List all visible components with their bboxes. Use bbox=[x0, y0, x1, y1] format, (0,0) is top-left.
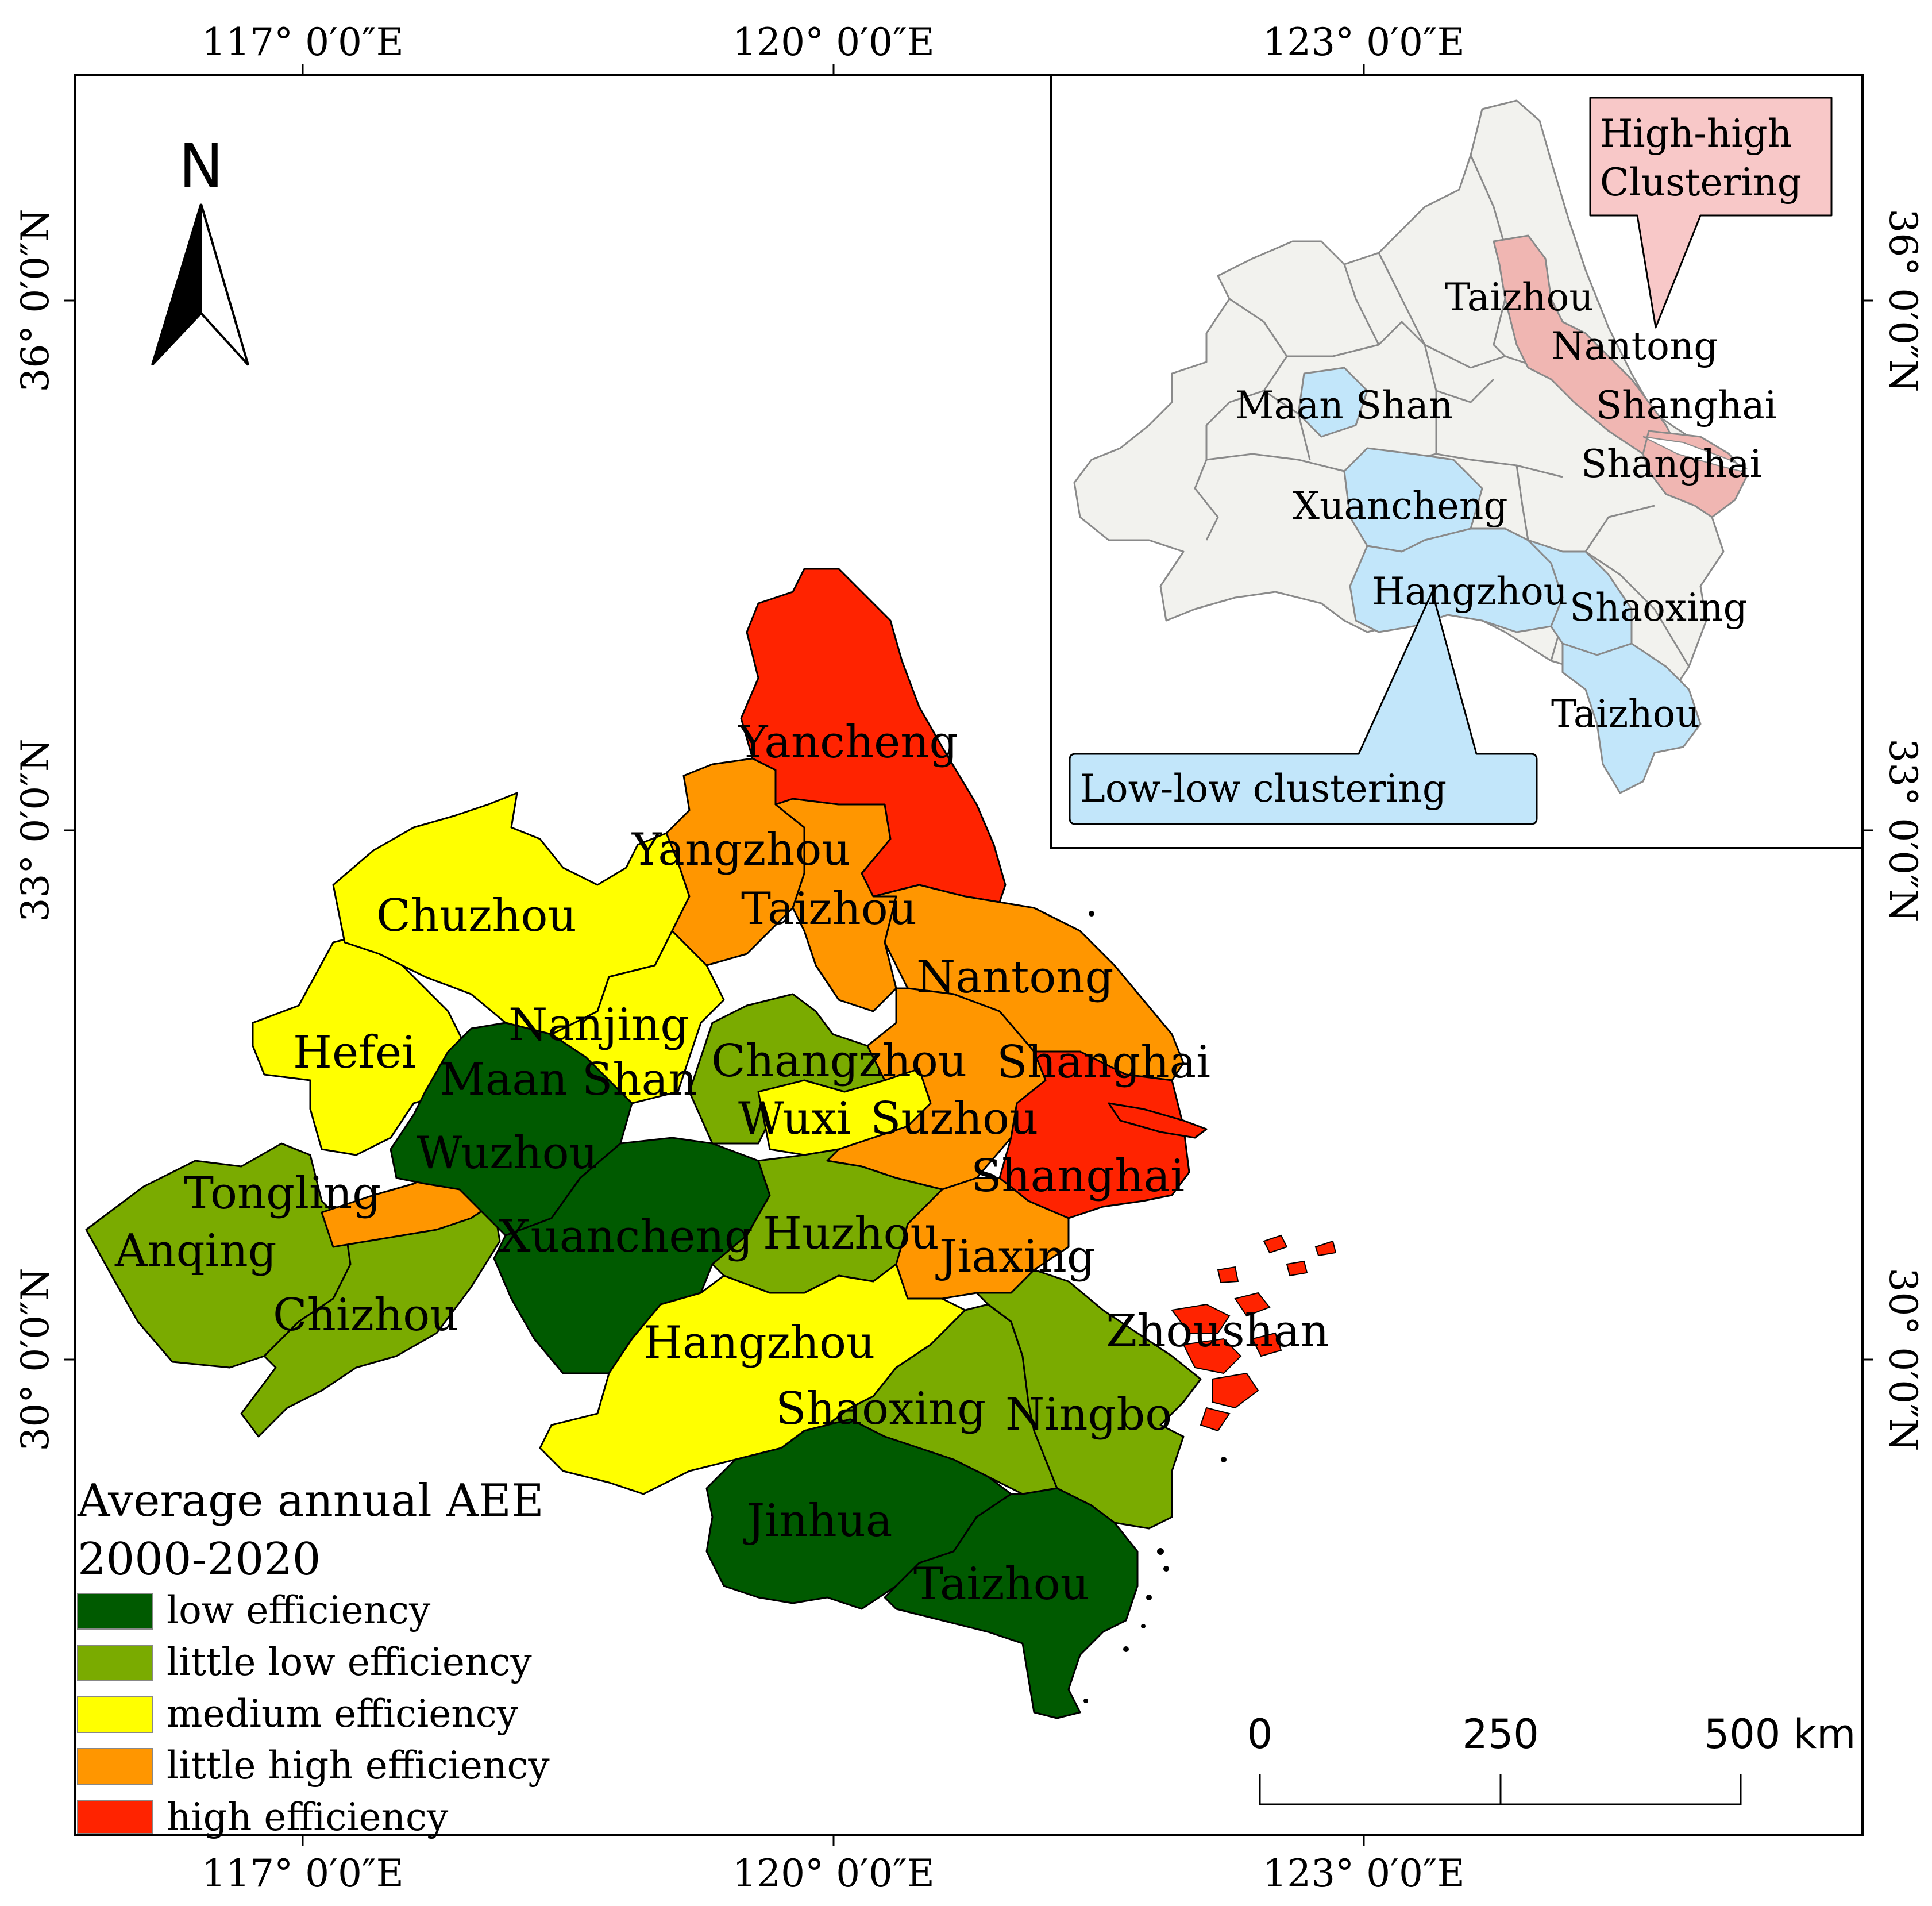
city-label-hefei: Hefei bbox=[293, 1027, 416, 1079]
legend: Average annual AEE 2000-2020 low efficie… bbox=[77, 1475, 550, 1839]
city-label-ningbo: Ningbo bbox=[1005, 1389, 1172, 1441]
city-label-jinhua: Jinhua bbox=[743, 1495, 892, 1547]
inset-label-shanghai-1: Shanghai bbox=[1596, 383, 1777, 428]
legend-label-low: low efficiency bbox=[167, 1588, 431, 1632]
city-label-tongling: Tongling bbox=[184, 1168, 381, 1219]
city-label-maanshan: Maan Shan bbox=[439, 1054, 697, 1106]
lon-label-bottom-123: 123° 0′0″E bbox=[1263, 1851, 1465, 1896]
city-label-wuzhou: Wuzhou bbox=[417, 1127, 598, 1179]
inset-label-hangzhou: Hangzhou bbox=[1372, 569, 1568, 614]
city-label-shanghai-1: Shanghai bbox=[997, 1037, 1210, 1088]
legend-label-little-low: little low efficiency bbox=[167, 1640, 532, 1684]
coastal-islets bbox=[1083, 911, 1227, 1703]
city-label-huzhou: Huzhou bbox=[763, 1208, 939, 1260]
city-label-shaoxing: Shaoxing bbox=[776, 1383, 986, 1435]
graticule-ticks bbox=[64, 64, 1873, 1846]
inset-low-low-maanshan bbox=[1297, 367, 1368, 438]
region-shanghai[interactable] bbox=[998, 1050, 1190, 1219]
region-taizhou-zj[interactable] bbox=[884, 1487, 1139, 1719]
lat-label-left-30: 30° 0′0″N bbox=[13, 1268, 57, 1451]
lat-label-left-33: 33° 0′0″N bbox=[13, 738, 57, 922]
low-low-callout: Low-low clustering bbox=[1069, 591, 1538, 825]
legend-label-high: high efficiency bbox=[167, 1795, 449, 1839]
inset-label-nantong: Nantong bbox=[1551, 324, 1718, 368]
city-label-nanjing: Nanjing bbox=[508, 999, 689, 1051]
city-label-hangzhou: Hangzhou bbox=[643, 1317, 875, 1369]
inset-label-taizhou-north: Taizhou bbox=[1445, 275, 1594, 319]
lat-label-right-30: 30° 0′0″N bbox=[1881, 1268, 1925, 1451]
city-label-yangzhou: Yangzhou bbox=[631, 824, 851, 876]
city-label-wuxi: Wuxi bbox=[738, 1093, 851, 1145]
legend-swatch-medium bbox=[77, 1696, 153, 1733]
region-ningbo[interactable] bbox=[975, 1269, 1202, 1530]
city-label-xuancheng: Xuancheng bbox=[499, 1211, 753, 1262]
city-label-anqing: Anqing bbox=[114, 1225, 277, 1277]
city-label-changzhou: Changzhou bbox=[711, 1035, 967, 1087]
city-label-taizhou-zj: Taizhou bbox=[913, 1558, 1089, 1610]
legend-swatch-high bbox=[77, 1800, 153, 1834]
city-label-chuzhou: Chuzhou bbox=[376, 890, 577, 942]
lat-label-right-33: 33° 0′0″N bbox=[1881, 738, 1925, 922]
lon-label-top-117: 117° 0′0″E bbox=[202, 20, 404, 64]
lon-label-top-120: 120° 0′0″E bbox=[732, 20, 935, 64]
lon-label-top-123: 123° 0′0″E bbox=[1263, 20, 1465, 64]
inset-high-high-shanghai bbox=[1642, 430, 1748, 518]
city-label-zhoushan: Zhoushan bbox=[1106, 1306, 1329, 1357]
scale-bar: 0 250 500 km bbox=[1247, 1711, 1856, 1805]
legend-label-medium: medium efficiency bbox=[167, 1692, 519, 1736]
legend-swatch-little-high bbox=[77, 1748, 153, 1785]
inset-label-xuancheng: Xuancheng bbox=[1293, 484, 1508, 528]
city-label-jiaxing: Jiaxing bbox=[935, 1231, 1096, 1283]
city-label-yancheng: Yancheng bbox=[738, 717, 958, 768]
city-label-suzhou: Suzhou bbox=[870, 1093, 1038, 1145]
north-arrow: N bbox=[151, 131, 249, 366]
inset-label-shanghai-2: Shanghai bbox=[1581, 442, 1762, 486]
city-labels: Yancheng Yangzhou Taizhou Nantong Chuzho… bbox=[114, 717, 1329, 1610]
inset-label-taizhou-south: Taizhou bbox=[1551, 692, 1700, 736]
legend-label-little-high: little high efficiency bbox=[167, 1743, 550, 1788]
city-label-shanghai-2: Shanghai bbox=[971, 1150, 1185, 1202]
lat-label-left-36: 36° 0′0″N bbox=[13, 209, 57, 392]
inset-low-low-taizhou bbox=[1561, 642, 1702, 794]
low-low-callout-label: Low-low clustering bbox=[1080, 767, 1447, 811]
high-high-callout-line2: Clustering bbox=[1600, 160, 1802, 205]
lon-label-bottom-117: 117° 0′0″E bbox=[202, 1851, 404, 1896]
lon-label-bottom-120: 120° 0′0″E bbox=[732, 1851, 935, 1896]
lat-label-right-36: 36° 0′0″N bbox=[1881, 209, 1925, 392]
regions bbox=[85, 568, 1208, 1719]
city-label-nantong: Nantong bbox=[916, 952, 1113, 1003]
region-yancheng[interactable] bbox=[740, 568, 1007, 903]
legend-title-line1: Average annual AEE bbox=[77, 1475, 544, 1527]
scale-label-500: 500 km bbox=[1704, 1711, 1856, 1758]
inset-label-shaoxing: Shaoxing bbox=[1569, 586, 1748, 630]
city-label-taizhou-js: Taizhou bbox=[741, 883, 917, 935]
scale-label-250: 250 bbox=[1462, 1711, 1539, 1758]
scale-label-0: 0 bbox=[1247, 1711, 1273, 1758]
high-high-callout: High-high Clustering bbox=[1589, 97, 1833, 329]
region-shanghai-island[interactable] bbox=[1108, 1102, 1208, 1139]
north-arrow-label: N bbox=[179, 131, 223, 201]
legend-swatch-little-low bbox=[77, 1645, 153, 1681]
inset-label-maanshan: Maan Shan bbox=[1235, 383, 1453, 428]
high-high-callout-line1: High-high bbox=[1600, 111, 1792, 156]
legend-swatch-low bbox=[77, 1593, 153, 1630]
legend-title-line2: 2000-2020 bbox=[78, 1534, 321, 1585]
inset-map: High-high Clustering Low-low clustering … bbox=[1050, 74, 1864, 849]
city-label-chizhou: Chizhou bbox=[273, 1289, 458, 1341]
region-zhoushan[interactable] bbox=[1171, 1234, 1337, 1432]
